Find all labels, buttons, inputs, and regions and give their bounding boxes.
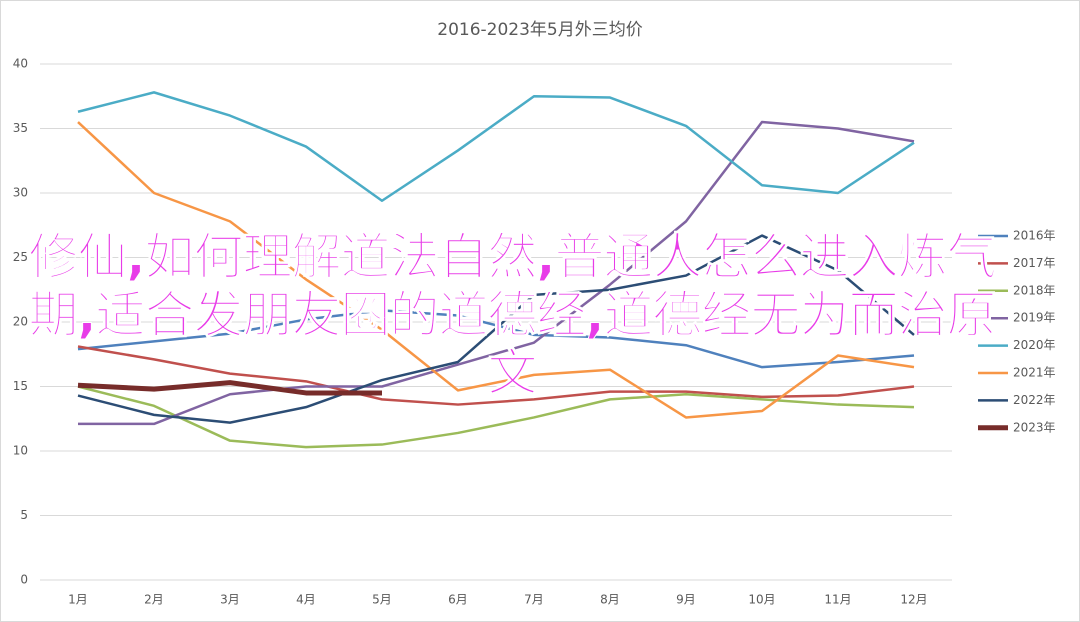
series-line bbox=[77, 121, 915, 419]
x-tick-label: 5月 bbox=[372, 593, 392, 607]
legend-label: 2023年 bbox=[1013, 420, 1056, 434]
series-line bbox=[77, 345, 915, 406]
y-tick-label: 5 bbox=[20, 508, 28, 522]
x-tick-label: 2月 bbox=[144, 593, 164, 607]
y-tick-label: 10 bbox=[13, 444, 28, 458]
y-tick-label: 15 bbox=[13, 379, 28, 393]
chart-title: 2016-2023年5月外三均价 bbox=[437, 20, 642, 40]
series-line bbox=[77, 234, 915, 424]
x-tick-label: 8月 bbox=[600, 593, 620, 607]
legend-label: 2018年 bbox=[1013, 283, 1056, 297]
y-tick-label: 30 bbox=[13, 186, 28, 200]
y-tick-label: 25 bbox=[13, 250, 28, 264]
x-tick-label: 12月 bbox=[900, 593, 927, 607]
x-tick-label: 1月 bbox=[68, 593, 88, 607]
x-tick-label: 9月 bbox=[676, 593, 696, 607]
legend-label: 2022年 bbox=[1013, 393, 1056, 407]
x-tick-label: 4月 bbox=[296, 593, 316, 607]
legend-label: 2019年 bbox=[1013, 311, 1056, 325]
x-tick-label: 10月 bbox=[748, 593, 775, 607]
y-tick-label: 40 bbox=[13, 57, 28, 71]
y-tick-label: 20 bbox=[13, 315, 28, 329]
x-tick-label: 6月 bbox=[448, 593, 468, 607]
x-tick-label: 11月 bbox=[824, 593, 851, 607]
y-tick-label: 35 bbox=[13, 121, 28, 135]
x-tick-label: 7月 bbox=[524, 593, 544, 607]
legend-label: 2020年 bbox=[1013, 338, 1056, 352]
x-tick-label: 3月 bbox=[220, 593, 240, 607]
legend-label: 2021年 bbox=[1013, 366, 1056, 380]
series-line bbox=[78, 120, 915, 426]
y-tick-label: 0 bbox=[20, 573, 28, 587]
series-line bbox=[77, 380, 382, 396]
series-line bbox=[77, 309, 915, 369]
overlay-text: 修仙,如何理解道法自然,普通人怎么进入炼气期,适合发朋友圈的道德经,道德经无为而… bbox=[28, 228, 997, 403]
series-line bbox=[77, 91, 915, 202]
legend-label: 2017年 bbox=[1013, 256, 1056, 270]
legend-label: 2016年 bbox=[1013, 229, 1056, 243]
